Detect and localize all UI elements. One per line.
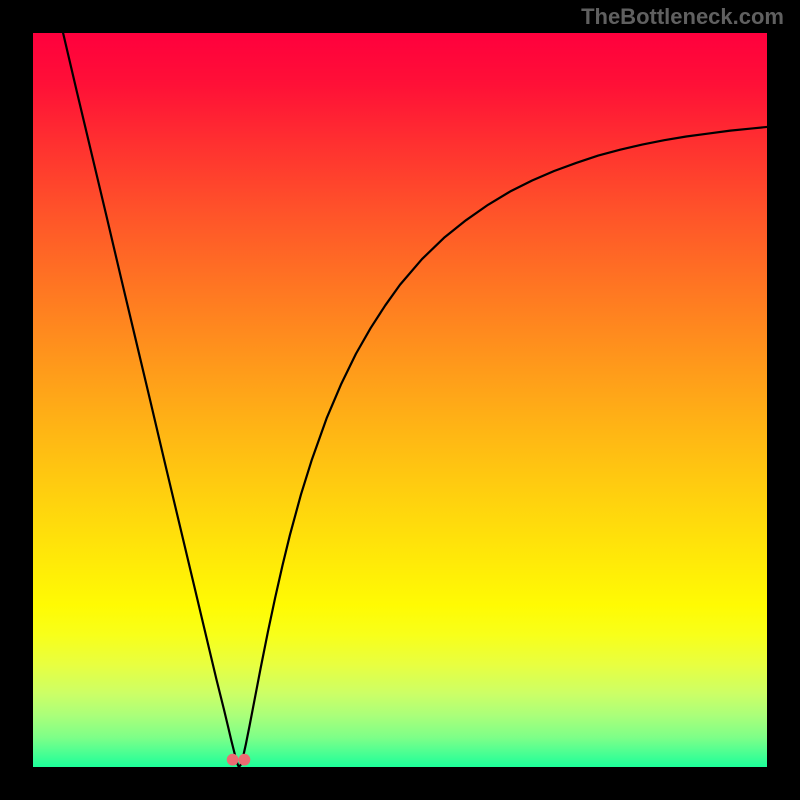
- chart-root: TheBottleneck.com: [0, 0, 800, 800]
- curve-svg: [33, 33, 767, 767]
- bottleneck-curve: [63, 33, 767, 767]
- marker-dot: [227, 754, 239, 766]
- watermark-text: TheBottleneck.com: [581, 4, 784, 30]
- marker-dot: [238, 754, 250, 766]
- plot-area: [33, 33, 767, 767]
